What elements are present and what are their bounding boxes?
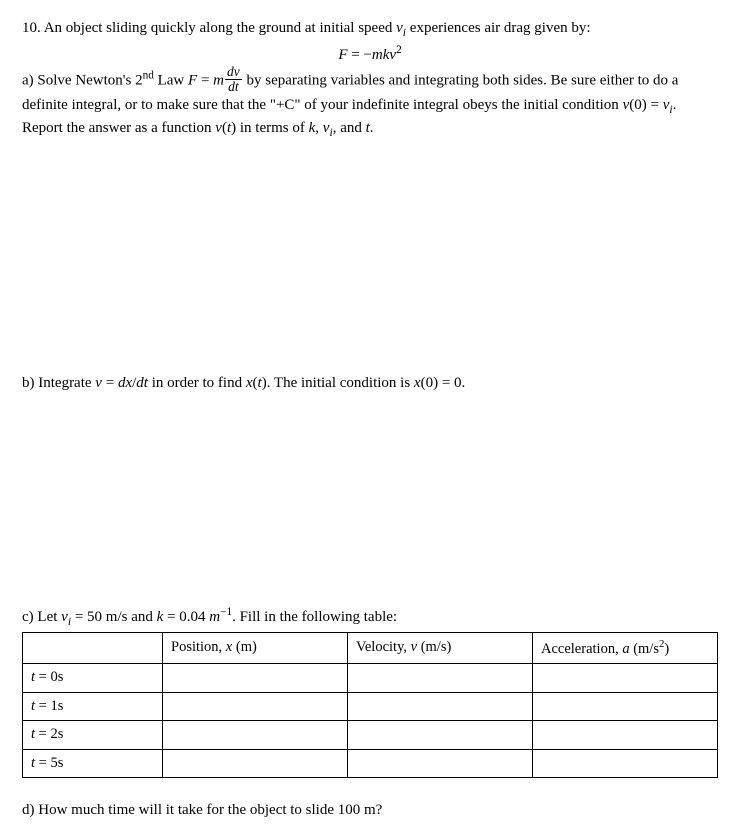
part-b: b) Integrate v = dx/dt in order to find …: [22, 373, 718, 393]
results-table: Position, x (m) Velocity, v (m/s) Accele…: [22, 632, 718, 779]
row-acc: [533, 692, 718, 721]
row-pos: [163, 664, 348, 693]
header-blank: [23, 632, 163, 663]
problem-number: 10.: [22, 20, 41, 36]
row-time: t = 1s: [23, 692, 163, 721]
row-vel: [348, 664, 533, 693]
header-acceleration: Acceleration, a (m/s2): [533, 632, 718, 663]
part-d: d) How much time will it take for the ob…: [22, 800, 718, 820]
header-velocity: Velocity, v (m/s): [348, 632, 533, 663]
workspace-a: [22, 141, 718, 371]
header-position: Position, x (m): [163, 632, 348, 663]
row-acc: [533, 721, 718, 750]
row-time: t = 2s: [23, 721, 163, 750]
row-time: t = 0s: [23, 664, 163, 693]
problem-intro-text: An object sliding quickly along the grou…: [44, 20, 591, 36]
table-row: t = 5s: [23, 749, 718, 778]
table-row: t = 2s: [23, 721, 718, 750]
table-header-row: Position, x (m) Velocity, v (m/s) Accele…: [23, 632, 718, 663]
row-time: t = 5s: [23, 749, 163, 778]
row-vel: [348, 749, 533, 778]
part-a: a) Solve Newton's 2nd Law F = mdvdt by s…: [22, 67, 718, 141]
drag-equation: F = −mkv2: [22, 43, 718, 65]
table-row: t = 0s: [23, 664, 718, 693]
workspace-b: [22, 393, 718, 603]
row-acc: [533, 749, 718, 778]
row-pos: [163, 721, 348, 750]
table-row: t = 1s: [23, 692, 718, 721]
row-acc: [533, 664, 718, 693]
row-pos: [163, 749, 348, 778]
gap-before-d: [22, 778, 718, 798]
problem-intro: 10. An object sliding quickly along the …: [22, 18, 718, 41]
row-pos: [163, 692, 348, 721]
part-c-lead: c) Let vi = 50 m/s and k = 0.04 m−1. Fil…: [22, 605, 718, 630]
row-vel: [348, 721, 533, 750]
row-vel: [348, 692, 533, 721]
